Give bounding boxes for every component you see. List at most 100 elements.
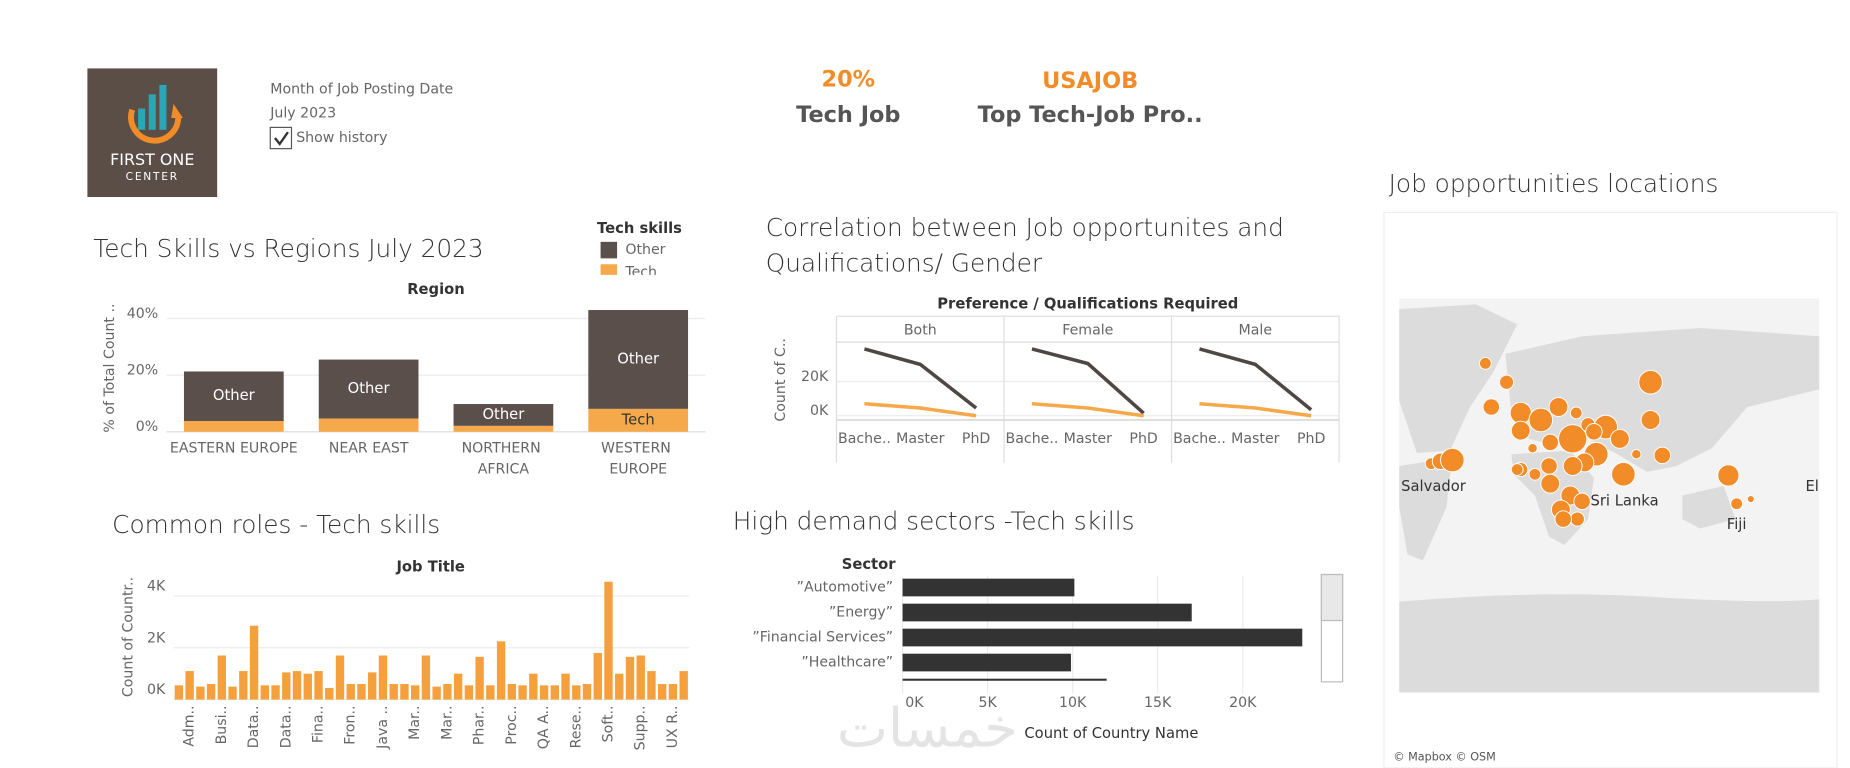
x-tick-label: Fina.. [311, 705, 327, 743]
map-bubble [1611, 461, 1636, 487]
map-bubble [1573, 492, 1591, 511]
map-bubble [1569, 511, 1585, 527]
bar [292, 671, 302, 700]
bar [228, 686, 237, 700]
x-tick-label: PhD [1297, 431, 1325, 447]
map-bubble [1569, 406, 1583, 420]
map-bubble [1510, 420, 1531, 441]
bar [335, 655, 345, 700]
map-bubble [1548, 397, 1569, 417]
x-tick-label: Busi.. [214, 705, 230, 744]
watermark: خمسات [837, 697, 1018, 760]
map-bubble [1499, 374, 1515, 390]
x-tick-label: Master [1064, 431, 1112, 447]
map-bubble [1638, 369, 1663, 395]
y-tick-label: ”Healthcare” [801, 655, 893, 671]
checkbox-label[interactable]: Show history [296, 130, 387, 146]
kpi-label: Top Tech-Job Pro.. [978, 102, 1203, 128]
bar-segment [318, 359, 419, 419]
checkmark [274, 131, 289, 146]
logo-arrow [171, 103, 183, 118]
map-land [1399, 594, 1820, 693]
map-bubble [1540, 457, 1558, 475]
map-bubble [1540, 473, 1561, 494]
bar [475, 656, 484, 700]
x-tick-label: PhD [1129, 431, 1157, 447]
bar [539, 685, 549, 700]
bar [174, 685, 184, 700]
scrollbar-thumb[interactable] [1320, 573, 1344, 622]
bar [572, 685, 581, 700]
map-bubble [1510, 463, 1524, 476]
line [1199, 401, 1312, 418]
logo-bar [138, 108, 146, 130]
map-bubble [1585, 423, 1603, 441]
x-tick-label: Mar.. [439, 705, 455, 739]
bar [507, 684, 517, 700]
bar [432, 686, 441, 700]
checkbox[interactable] [269, 126, 293, 150]
bar-segment [453, 425, 554, 432]
filter-label: Month of Job Posting Date [270, 82, 453, 98]
map-bubble [1554, 510, 1572, 528]
x-tick-label: Master [896, 431, 944, 447]
bar [561, 673, 570, 700]
x-tick-label: Mar.. [407, 705, 423, 739]
map-bubble [1562, 456, 1583, 476]
map-bubble [1746, 495, 1755, 504]
y-axis-label: % of Total Count .. [102, 304, 118, 433]
bar [902, 603, 1192, 622]
axis-header: Region [407, 281, 465, 298]
map-land [1682, 486, 1736, 529]
y-tick-label: 0% [136, 419, 158, 435]
x-tick-label: Java .. [375, 705, 391, 749]
map-place: El [1805, 478, 1818, 495]
bar [303, 673, 312, 700]
segment-label: Tech [621, 411, 655, 428]
line [863, 347, 978, 410]
y-tick-label: 4K [147, 579, 166, 595]
x-tick-label: Fron.. [343, 705, 359, 744]
x-tick-label: NEAR EAST [329, 440, 409, 456]
bar [368, 672, 377, 700]
segment-label: Other [348, 380, 391, 397]
map-bubble [1478, 356, 1492, 370]
y-tick-label: ”Automotive” [797, 580, 893, 596]
bar [486, 685, 495, 700]
y-axis-label: Count of Countr.. [121, 577, 137, 697]
bar [443, 684, 452, 700]
axis-header: Sector [842, 556, 897, 573]
x-tick-label: Data.. [246, 705, 262, 748]
map-place: Fiji [1727, 516, 1747, 533]
panel-header: Both [904, 322, 937, 338]
map-bubble [1730, 497, 1744, 511]
logo-text: CENTER [126, 170, 179, 183]
x-tick-label: Data.. [278, 705, 294, 748]
chart-title: Tech Skills vs Regions July 2023 [93, 234, 483, 263]
x-tick-label: Bache.. [1006, 431, 1059, 447]
legend-label: Tech [624, 265, 657, 281]
map-place: Sri Lanka [1591, 492, 1659, 509]
panel-header: Male [1239, 322, 1273, 338]
bar-segment [588, 408, 689, 432]
map-bubble [1482, 398, 1500, 416]
chart-title: High demand sectors -Tech skills [733, 507, 1135, 536]
x-tick-label: WESTERN EUROPE [601, 440, 675, 477]
filter-value[interactable]: July 2023 [269, 105, 336, 121]
bar [625, 656, 635, 700]
bar [249, 625, 259, 700]
y-tick-label: 2K [147, 630, 166, 646]
y-tick-label: 0K [810, 403, 829, 419]
logo-arc [128, 108, 182, 144]
bar [615, 673, 624, 700]
bar [378, 655, 388, 700]
y-tick-label: ”Financial Services” [752, 630, 893, 646]
kpi-value: USAJOB [1042, 68, 1138, 94]
bar [902, 678, 1107, 681]
bar [421, 655, 431, 700]
line [864, 401, 977, 418]
map-bubble [1558, 424, 1588, 454]
bar-segment [453, 404, 554, 426]
map-bubble [1541, 433, 1559, 452]
